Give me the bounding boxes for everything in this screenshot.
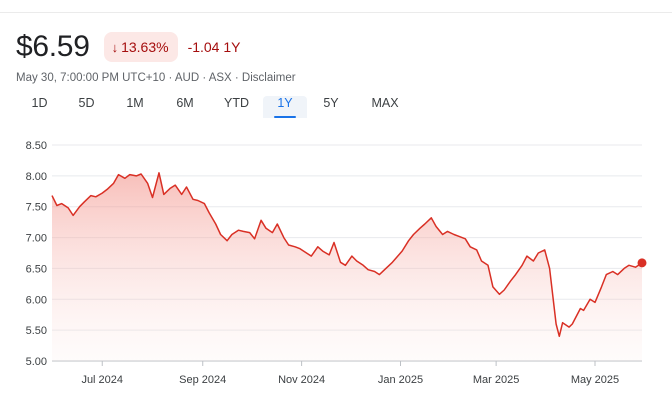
x-tick-label: Jan 2025 bbox=[378, 374, 423, 386]
x-tick-label: Jul 2024 bbox=[81, 374, 123, 386]
price-area-fill bbox=[52, 172, 642, 361]
y-tick-label: 7.00 bbox=[26, 233, 47, 245]
x-axis-labels: Jul 2024 Sep 2024 Nov 2024 Jan 2025 Mar 2025… bbox=[81, 361, 619, 386]
x-tick-label: Nov 2024 bbox=[278, 374, 325, 386]
y-tick-label: 8.50 bbox=[26, 140, 47, 152]
tab-5y[interactable]: 5Y bbox=[323, 96, 339, 110]
top-divider bbox=[0, 12, 672, 13]
last-price-dot bbox=[637, 258, 647, 268]
change-percent-badge: ↓ 13.63% bbox=[103, 32, 178, 62]
tab-max[interactable]: MAX bbox=[371, 96, 399, 110]
y-tick-label: 7.50 bbox=[26, 202, 47, 214]
tab-1y[interactable]: 1Y bbox=[263, 96, 307, 118]
tab-ytd[interactable]: YTD bbox=[224, 96, 249, 110]
down-arrow-icon: ↓ bbox=[111, 39, 119, 55]
current-price: $6.59 bbox=[16, 30, 90, 63]
range-tabs: 1D 5D 1M 6M YTD 1Y 5Y MAX bbox=[16, 96, 415, 118]
y-axis-labels: 8.50 8.00 7.50 7.00 6.50 6.00 5.50 5.00 bbox=[26, 140, 47, 368]
y-tick-label: 6.50 bbox=[26, 263, 47, 275]
y-tick-label: 6.00 bbox=[26, 294, 47, 306]
quote-meta: May 30, 7:00:00 PM UTC+10 · AUD · ASX · … bbox=[16, 72, 296, 84]
y-tick-label: 8.00 bbox=[26, 171, 47, 183]
x-tick-label: May 2025 bbox=[571, 374, 619, 386]
tab-6m[interactable]: 6M bbox=[176, 96, 194, 110]
y-tick-label: 5.50 bbox=[26, 325, 47, 337]
y-tick-label: 5.00 bbox=[26, 356, 47, 368]
tab-1d[interactable]: 1D bbox=[31, 96, 48, 110]
price-header: $6.59 ↓ 13.63% -1.04 1Y bbox=[16, 30, 241, 64]
price-line bbox=[51, 172, 643, 338]
tab-5d[interactable]: 5D bbox=[78, 96, 95, 110]
change-absolute: -1.04 1Y bbox=[187, 39, 241, 55]
x-tick-label: Mar 2025 bbox=[473, 374, 519, 386]
x-tick-label: Sep 2024 bbox=[179, 374, 226, 386]
tab-1m[interactable]: 1M bbox=[126, 96, 144, 110]
price-chart[interactable]: 8.50 8.00 7.50 7.00 6.50 6.00 5.50 5.00 Jul 202… bbox=[0, 130, 672, 400]
change-percent: 13.63% bbox=[121, 39, 169, 55]
